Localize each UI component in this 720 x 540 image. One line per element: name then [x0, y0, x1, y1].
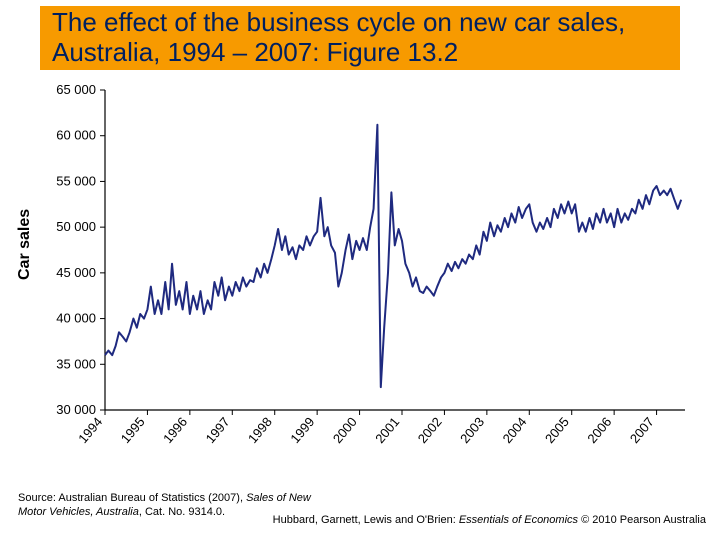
- source-suffix: , Cat. No. 9314.0.: [139, 506, 225, 518]
- book-title-italic: Essentials of Economics: [459, 514, 578, 526]
- copyright-text: © 2010 Pearson Australia: [578, 514, 706, 526]
- y-tick-label: 55 000: [56, 173, 96, 188]
- chart-area: Car sales 30 00035 00040 00045 00050 000…: [20, 80, 700, 480]
- y-tick-label: 35 000: [56, 356, 96, 371]
- y-tick-label: 50 000: [56, 219, 96, 234]
- y-tick-label: 40 000: [56, 311, 96, 326]
- textbook-citation: Hubbard, Garnett, Lewis and O'Brien: Ess…: [273, 514, 706, 526]
- y-tick-label: 30 000: [56, 402, 96, 417]
- y-tick-label: 45 000: [56, 265, 96, 280]
- line-chart: 30 000 35 000 40 000 45 000 50 000 55 000 60 0…: [20, 80, 700, 480]
- y-tick-label: 60 000: [56, 128, 96, 143]
- source-prefix: Source: Australian Bureau of Statistics …: [18, 492, 246, 504]
- y-tick-label: 65 000: [56, 82, 96, 97]
- authors-text: Hubbard, Garnett, Lewis and O'Brien:: [273, 514, 459, 526]
- title-bar: The effect of the business cycle on new …: [40, 6, 680, 70]
- page-title: The effect of the business cycle on new …: [52, 8, 668, 68]
- y-axis-label: Car sales: [16, 209, 34, 280]
